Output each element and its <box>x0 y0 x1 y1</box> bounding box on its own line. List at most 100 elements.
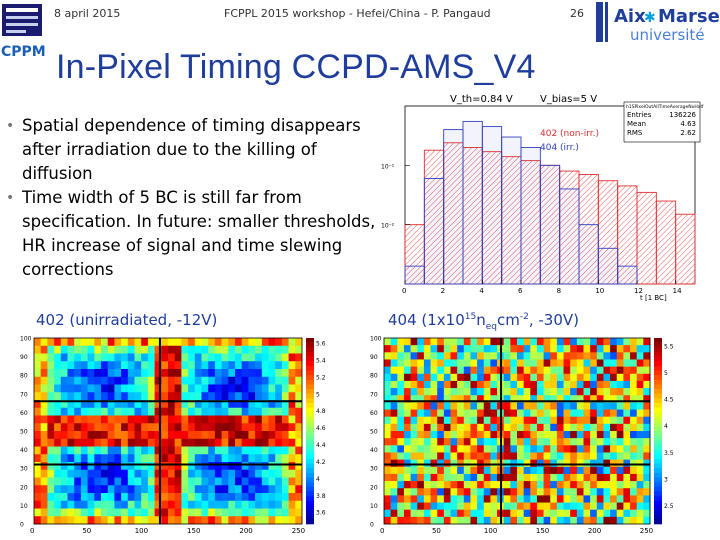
map-cell <box>503 345 511 353</box>
map-cell <box>563 409 571 417</box>
map-cell <box>181 485 189 494</box>
map-cell <box>87 369 95 378</box>
map-cell <box>450 359 458 367</box>
map-cell <box>417 359 425 367</box>
map-cell <box>576 402 584 410</box>
map-cell <box>34 485 41 494</box>
map-cell <box>430 423 438 432</box>
map-cell <box>261 384 269 393</box>
map-cell <box>248 392 256 401</box>
map-cell <box>281 493 289 502</box>
map-cell <box>536 409 544 417</box>
map-cell <box>194 469 202 478</box>
map-cell <box>643 416 651 425</box>
map-cell <box>556 466 564 475</box>
map-cell <box>443 466 451 475</box>
map-cell <box>530 466 538 475</box>
map-cell <box>40 407 48 416</box>
map-cell <box>477 438 485 446</box>
map-cell <box>248 345 256 354</box>
map-cell <box>596 352 604 360</box>
map-cell <box>141 392 149 401</box>
map-cell <box>470 366 478 375</box>
map-cell <box>477 445 485 453</box>
map-cell <box>390 380 398 389</box>
map-cell <box>443 459 451 468</box>
map-cell <box>417 388 425 396</box>
map-cell <box>643 502 651 510</box>
map-cell <box>517 495 524 503</box>
map-cell <box>60 400 68 409</box>
map-cell <box>536 481 544 489</box>
stats-value: 2.62 <box>680 129 696 137</box>
map-cell <box>241 376 249 385</box>
map-cell <box>147 338 155 347</box>
map-cell <box>194 508 202 517</box>
map-cell <box>127 493 135 502</box>
map-cell <box>275 454 283 463</box>
map-cell <box>141 369 149 378</box>
map-cell <box>74 485 82 494</box>
map-cell <box>60 407 68 416</box>
map-cell <box>423 423 431 432</box>
map-cell <box>87 431 95 440</box>
map-cell <box>630 409 637 417</box>
map-cell <box>390 338 398 346</box>
map-cell <box>636 481 644 489</box>
map-cell <box>154 361 162 370</box>
map-cell <box>141 493 149 502</box>
map-cell <box>450 466 458 475</box>
map-cell <box>147 446 155 455</box>
map-cell <box>463 395 471 403</box>
map-cell <box>94 369 102 378</box>
map-cell <box>181 477 189 486</box>
map-cell <box>616 345 624 353</box>
map-cell <box>147 345 155 354</box>
map-cell <box>556 423 564 432</box>
map-cell <box>530 431 538 439</box>
map-cell <box>596 452 604 460</box>
map-cell <box>154 446 162 455</box>
map-cell <box>208 516 216 525</box>
map-cell <box>590 345 598 353</box>
map-cell <box>188 384 196 393</box>
map-cell <box>510 431 518 439</box>
map-cell <box>610 352 618 360</box>
map-cell <box>616 431 624 439</box>
map-cell <box>410 366 418 375</box>
map-cell <box>403 502 411 510</box>
map-cell <box>430 481 438 489</box>
map-cell <box>228 516 236 525</box>
map-cell <box>121 423 129 432</box>
map-cell <box>543 509 551 518</box>
map-cell <box>536 373 544 382</box>
map-cell <box>523 488 531 496</box>
colorscale-segment <box>306 491 314 497</box>
map-cell <box>47 361 55 370</box>
map-cell <box>74 338 82 347</box>
map-cell <box>470 380 478 389</box>
map-cell <box>457 373 465 382</box>
map-cell <box>450 345 458 353</box>
map-cell <box>80 392 88 401</box>
map-cell <box>281 462 289 471</box>
map-cell <box>87 446 95 455</box>
map-cell <box>390 395 398 403</box>
map-cell <box>616 388 624 396</box>
map-cell <box>576 338 584 346</box>
map-cell <box>437 402 445 410</box>
map-cell <box>235 407 242 416</box>
map-cell <box>201 469 209 478</box>
map-cell <box>643 359 651 367</box>
map-cell <box>208 400 216 409</box>
map-cell <box>603 380 611 389</box>
map-cell <box>636 452 644 460</box>
colorscale-segment <box>654 435 662 441</box>
map-cell <box>470 445 478 453</box>
map-cell <box>168 485 175 494</box>
map-cell <box>161 477 169 486</box>
map-cell <box>457 516 465 525</box>
map-cell <box>114 516 122 525</box>
map-cell <box>94 345 102 354</box>
map-cell <box>34 493 41 502</box>
